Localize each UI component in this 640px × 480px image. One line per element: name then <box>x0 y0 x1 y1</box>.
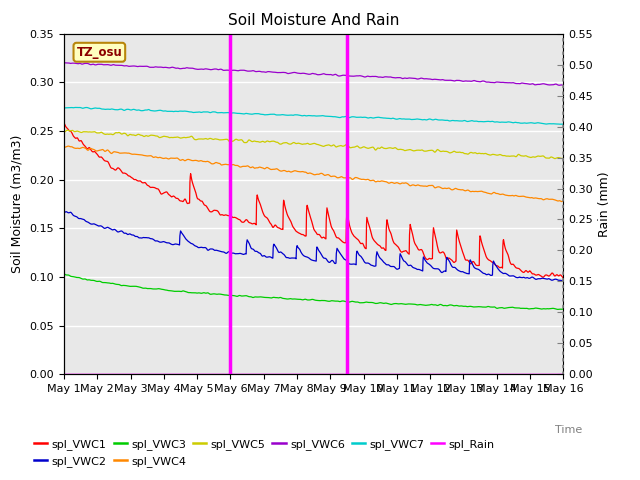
spl_VWC4 <box>557 199 565 204</box>
spl_VWC7 <box>558 121 566 127</box>
spl_VWC1 <box>500 239 508 245</box>
spl_VWC7 <box>60 105 68 111</box>
Title: Soil Moisture And Rain: Soil Moisture And Rain <box>228 13 399 28</box>
spl_VWC6 <box>171 65 179 71</box>
spl_VWC2 <box>557 278 565 284</box>
spl_VWC6 <box>227 68 235 73</box>
spl_VWC7 <box>391 116 399 122</box>
spl_VWC3 <box>60 271 68 276</box>
spl_VWC7 <box>72 105 79 110</box>
Line: spl_VWC2: spl_VWC2 <box>64 212 563 281</box>
Line: spl_VWC5: spl_VWC5 <box>64 130 563 158</box>
spl_VWC2 <box>391 264 399 270</box>
Y-axis label: Soil Moisture (m3/m3): Soil Moisture (m3/m3) <box>11 135 24 273</box>
spl_VWC2 <box>60 210 68 216</box>
spl_VWC1 <box>391 240 399 246</box>
spl_VWC3 <box>391 301 399 307</box>
spl_VWC4 <box>227 162 235 168</box>
spl_VWC5 <box>559 156 567 161</box>
spl_VWC3 <box>559 306 567 312</box>
spl_VWC6 <box>391 75 399 81</box>
spl_VWC5 <box>456 149 464 155</box>
spl_VWC7 <box>559 121 567 127</box>
spl_VWC6 <box>559 83 567 88</box>
spl_VWC4 <box>500 192 508 198</box>
spl_VWC7 <box>159 108 167 114</box>
spl_VWC2 <box>62 209 70 215</box>
spl_VWC7 <box>227 110 235 116</box>
spl_VWC5 <box>63 127 71 133</box>
spl_VWC6 <box>159 65 166 71</box>
Y-axis label: Rain (mm): Rain (mm) <box>598 171 611 237</box>
Line: spl_VWC4: spl_VWC4 <box>64 146 563 202</box>
spl_VWC3 <box>227 292 235 298</box>
spl_VWC4 <box>391 180 399 186</box>
spl_VWC3 <box>554 307 561 312</box>
spl_VWC4 <box>60 144 68 150</box>
Line: spl_VWC1: spl_VWC1 <box>64 123 563 278</box>
spl_VWC3 <box>159 287 166 292</box>
spl_VWC7 <box>172 108 179 114</box>
spl_VWC1 <box>227 213 235 219</box>
spl_VWC5 <box>391 145 399 151</box>
spl_VWC3 <box>456 303 463 309</box>
Text: Time: Time <box>555 425 582 435</box>
spl_VWC6 <box>60 60 68 66</box>
Line: spl_VWC3: spl_VWC3 <box>64 274 563 310</box>
spl_VWC3 <box>171 288 179 294</box>
spl_VWC5 <box>60 129 68 134</box>
spl_VWC5 <box>500 153 508 158</box>
spl_VWC7 <box>456 118 464 124</box>
spl_VWC1 <box>456 240 463 246</box>
spl_VWC4 <box>172 156 179 161</box>
spl_VWC2 <box>227 250 235 256</box>
spl_VWC1 <box>171 194 179 200</box>
spl_VWC4 <box>456 187 464 192</box>
Text: TZ_osu: TZ_osu <box>77 46 122 59</box>
spl_VWC1 <box>60 120 68 126</box>
spl_VWC3 <box>500 305 508 311</box>
spl_VWC5 <box>172 134 179 140</box>
spl_VWC2 <box>456 268 464 274</box>
spl_VWC4 <box>159 156 167 161</box>
Legend: spl_VWC1, spl_VWC2, spl_VWC3, spl_VWC4, spl_VWC5, spl_VWC6, spl_VWC7, spl_Rain: spl_VWC1, spl_VWC2, spl_VWC3, spl_VWC4, … <box>29 435 499 471</box>
spl_VWC7 <box>500 120 508 125</box>
spl_VWC2 <box>159 239 167 244</box>
spl_VWC6 <box>500 80 508 85</box>
spl_VWC2 <box>559 277 567 283</box>
spl_VWC4 <box>65 143 72 149</box>
spl_VWC6 <box>456 78 463 84</box>
spl_VWC1 <box>159 191 166 196</box>
Line: spl_VWC7: spl_VWC7 <box>64 108 563 124</box>
spl_VWC2 <box>500 271 508 276</box>
spl_VWC4 <box>559 198 567 204</box>
spl_VWC2 <box>172 241 179 247</box>
spl_VWC5 <box>551 156 559 161</box>
spl_VWC5 <box>159 133 167 139</box>
spl_VWC1 <box>559 275 567 281</box>
Line: spl_VWC6: spl_VWC6 <box>64 63 563 85</box>
spl_VWC5 <box>227 139 235 144</box>
